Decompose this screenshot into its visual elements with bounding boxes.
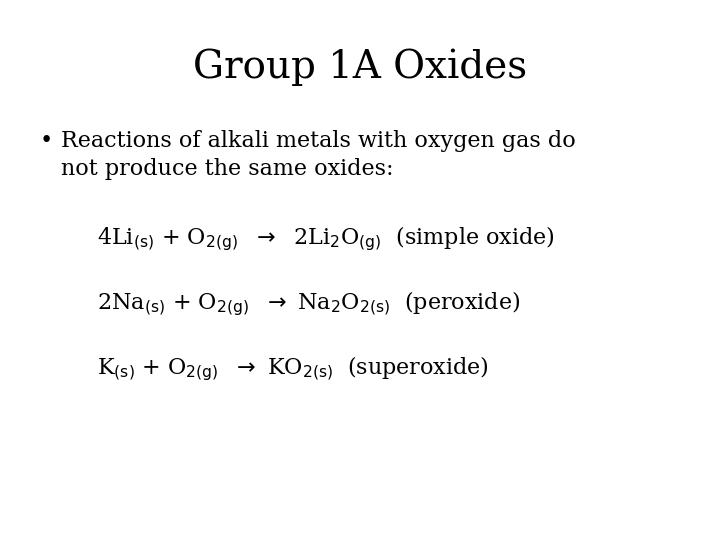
Text: Reactions of alkali metals with oxygen gas do
not produce the same oxides:: Reactions of alkali metals with oxygen g… <box>61 130 576 180</box>
Text: 2Na$_{\sf(s)}$ + O$_{\sf 2(g)}$  $\rightarrow$ Na$_{\sf 2}$O$_{\sf 2(s)}$  (pero: 2Na$_{\sf(s)}$ + O$_{\sf 2(g)}$ $\righta… <box>97 289 521 318</box>
Text: •: • <box>40 130 53 152</box>
Text: K$_{\sf(s)}$ + O$_{\sf 2(g)}$  $\rightarrow$ KO$_{\sf 2(s)}$  (superoxide): K$_{\sf(s)}$ + O$_{\sf 2(g)}$ $\rightarr… <box>97 354 489 382</box>
Text: Group 1A Oxides: Group 1A Oxides <box>193 49 527 86</box>
Text: 4Li$_{\sf(s)}$ + O$_{\sf 2(g)}$  $\rightarrow$  2Li$_{\sf 2}$O$_{\sf(g)}$  (simp: 4Li$_{\sf(s)}$ + O$_{\sf 2(g)}$ $\righta… <box>97 224 555 253</box>
